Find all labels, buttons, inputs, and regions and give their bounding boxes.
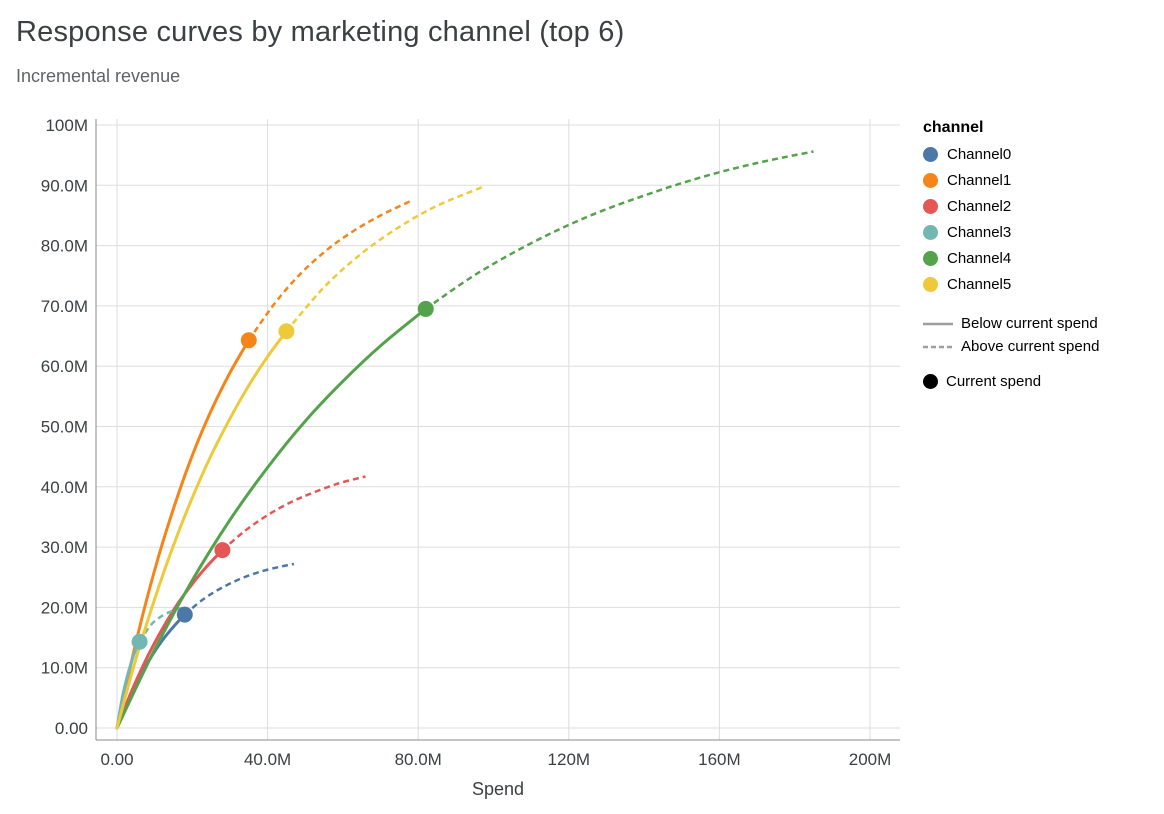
legend-item-label: Channel4 <box>947 250 1012 267</box>
legend-item-label: Channel0 <box>947 146 1012 163</box>
legend-item-label: Channel1 <box>947 172 1012 189</box>
chart-legend: channel Channel0 Channel1 Channel2 Channel3… <box>923 119 1151 396</box>
legend-linestyle-solid: Below current spend <box>923 315 1151 332</box>
legend-linestyle-dashed: Above current spend <box>923 338 1151 355</box>
chart-subtitle: Incremental revenue <box>16 66 181 86</box>
legend-marker-item: Current spend <box>923 373 1151 390</box>
series-dashed-path-Channel4 <box>425 150 814 310</box>
legend-channel-items: Channel0 Channel1 Channel2 Channel3 Channel4… <box>923 146 1151 293</box>
series-solid-path-Channel4 <box>115 307 428 730</box>
current-spend-dot-Channel5 <box>278 323 295 340</box>
chart-title: Response curves by marketing channel (to… <box>16 16 625 48</box>
y-tick-label: 40.0M <box>41 478 88 497</box>
x-axis-title: Spend <box>472 779 524 799</box>
legend-linestyle-label: Above current spend <box>961 338 1100 355</box>
legend-title: channel <box>923 119 984 136</box>
current-spend-dot-Channel0 <box>176 606 193 623</box>
current-spend-dot-Channel2 <box>214 542 231 559</box>
series-dashed-path-Channel5 <box>285 185 483 333</box>
legend-swatch-icon <box>923 225 938 240</box>
x-tick-label: 200M <box>849 750 892 769</box>
y-tick-label: 90.0M <box>41 176 88 195</box>
x-tick-label: 40.0M <box>244 750 291 769</box>
y-tick-label: 60.0M <box>41 357 88 376</box>
x-tick-label: 120M <box>548 750 591 769</box>
legend-item-channel1: Channel1 <box>923 172 1151 189</box>
y-tick-label: 100M <box>45 116 88 135</box>
legend-swatch-icon <box>923 147 938 162</box>
legend-swatch-icon <box>923 199 938 214</box>
y-tick-label: 50.0M <box>41 418 88 437</box>
series-solid-path-Channel1 <box>115 338 251 730</box>
x-tick-label: 0.00 <box>100 750 133 769</box>
series-solid-path-Channel5 <box>115 329 288 730</box>
legend-linestyle-label: Below current spend <box>961 315 1098 332</box>
legend-item-channel4: Channel4 <box>923 250 1151 267</box>
legend-current-spend: Current spend <box>923 373 1151 390</box>
x-tick-label: 160M <box>698 750 741 769</box>
legend-item-label: Channel2 <box>947 198 1012 215</box>
response-curves-chart: 0.00 10.0M 20.0M 30.0M 40.0M 50.0M 60.0M 70.0M 8… <box>41 116 900 799</box>
current-spend-dot-Channel4 <box>417 300 434 317</box>
legend-item-channel3: Channel3 <box>923 224 1151 241</box>
dashed-line-icon <box>923 345 953 348</box>
legend-item-label: Channel5 <box>947 276 1012 293</box>
y-tick-label: 70.0M <box>41 297 88 316</box>
y-tick-label: 20.0M <box>41 598 88 617</box>
legend-item-label: Channel3 <box>947 224 1012 241</box>
current-spend-dot-icon <box>923 374 938 389</box>
x-tick-label: 80.0M <box>395 750 442 769</box>
legend-swatch-icon <box>923 173 938 188</box>
series-dashed-path-Channel0 <box>183 562 295 616</box>
legend-item-channel0: Channel0 <box>923 146 1151 163</box>
legend-line-styles: Below current spend Above current spend <box>923 315 1151 355</box>
chart-area: 0.00 10.0M 20.0M 30.0M 40.0M 50.0M 60.0M 70.0M 8… <box>14 95 1164 800</box>
y-tick-label: 80.0M <box>41 237 88 256</box>
current-spend-dot-Channel1 <box>240 332 257 349</box>
series-solid-path-Channel2 <box>115 548 224 730</box>
series-dashed-path-Channel1 <box>247 199 412 341</box>
legend-marker-label: Current spend <box>946 373 1042 390</box>
legend-item-channel5: Channel5 <box>923 276 1151 293</box>
series-dashed-path-Channel2 <box>221 475 366 552</box>
current-spend-dot-Channel3 <box>131 633 148 650</box>
y-tick-label: 10.0M <box>41 659 88 678</box>
legend-swatch-icon <box>923 251 938 266</box>
solid-line-icon <box>923 322 953 325</box>
series-solid-path-Channel3 <box>115 640 142 730</box>
legend-swatch-icon <box>923 277 938 292</box>
y-tick-label: 30.0M <box>41 538 88 557</box>
legend-item-channel2: Channel2 <box>923 198 1151 215</box>
y-tick-label: 0.00 <box>55 719 88 738</box>
